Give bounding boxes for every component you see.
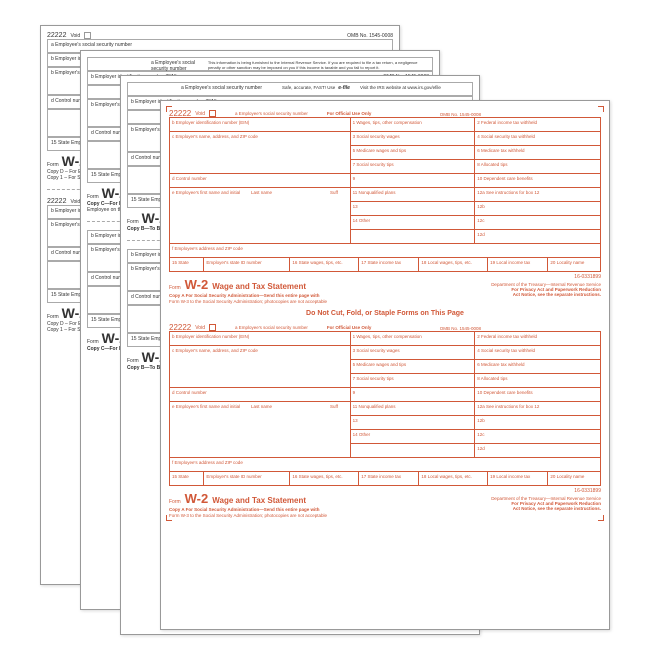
w2-sheet-copy-a: 22222 Void a Employee's social security …: [160, 100, 610, 630]
void-checkbox: [209, 110, 216, 117]
efile-logo: e-file: [338, 85, 350, 91]
w2-title-red: W-2: [185, 277, 209, 292]
do-not-cut-warning: Do Not Cut, Fold, or Staple Forms on Thi…: [169, 310, 601, 317]
w2-form-grid: b Employer identification number (EIN) 1…: [169, 117, 601, 272]
form-number-red: 22222: [169, 109, 191, 118]
corner-mark: [166, 106, 172, 112]
form-number: 22222: [47, 32, 66, 39]
